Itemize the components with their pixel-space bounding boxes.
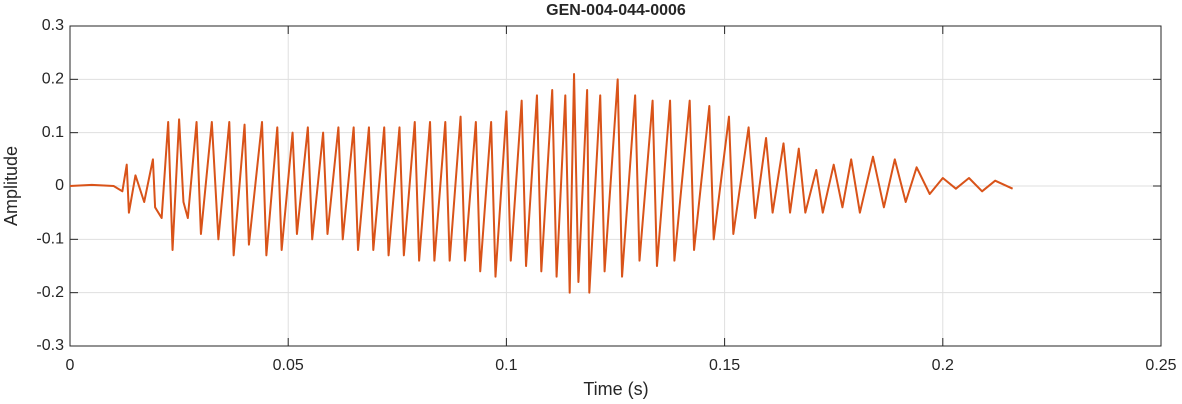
x-tick-label: 0.25 xyxy=(1145,357,1176,374)
x-tick-label: 0.1 xyxy=(495,357,517,374)
y-tick-label: -0.1 xyxy=(36,231,64,248)
y-tick-label: 0 xyxy=(55,177,64,194)
y-tick-label: 0.2 xyxy=(42,71,64,88)
y-tick-label: 0.3 xyxy=(42,17,64,34)
y-tick-label: -0.3 xyxy=(36,337,64,354)
waveform-line xyxy=(69,73,1014,294)
y-tick-label: 0.1 xyxy=(42,124,64,141)
y-tick-label: -0.2 xyxy=(36,284,64,301)
x-tick-label: 0.15 xyxy=(709,357,740,374)
y-axis-label: Amplitude xyxy=(1,146,21,226)
x-tick-label: 0.2 xyxy=(932,357,954,374)
x-tick-label: 0.05 xyxy=(273,357,304,374)
x-axis-label: Time (s) xyxy=(583,379,648,399)
chart-title: GEN-004-044-0006 xyxy=(546,2,686,19)
x-tick-label: 0 xyxy=(66,357,75,374)
